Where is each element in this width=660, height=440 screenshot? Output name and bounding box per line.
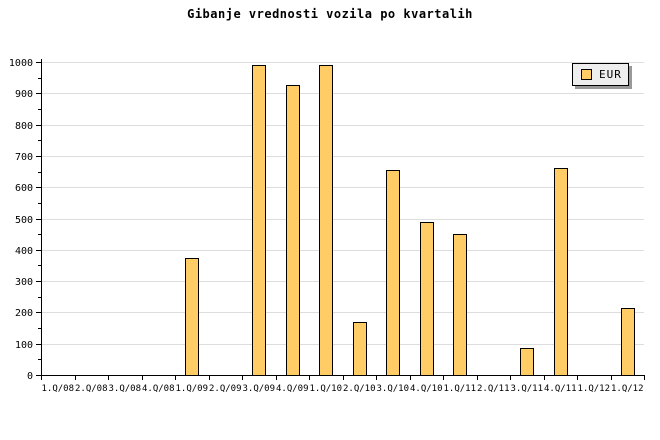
y-axis-tick-label: 300 (15, 277, 33, 288)
x-axis-tick-label: 3.Q/08 (108, 384, 141, 394)
x-axis-tick-label: 2.Q/09 (209, 384, 242, 394)
x-axis-tick-label: 3.Q/11 (510, 384, 543, 394)
y-axis-tick-label: 600 (15, 183, 33, 194)
x-axis-tick-label: 1.Q/12 (611, 384, 644, 394)
y-axis-tick-label: 0 (27, 371, 33, 382)
bar-3.Q/10 (386, 170, 400, 376)
x-axis-tick-label: 4.Q/10 (410, 384, 443, 394)
x-axis-tick-label: 1.Q/11 (443, 384, 476, 394)
x-axis-tick-label: 1.Q/10 (309, 384, 342, 394)
bar-3.Q/11 (520, 348, 534, 376)
y-axis-tick-label: 500 (15, 215, 33, 226)
y-axis-tick-label: 200 (15, 308, 33, 319)
x-axis-tick-label: 1.Q/09 (175, 384, 208, 394)
bar-1.Q/12 (621, 308, 635, 376)
x-axis-tick-label: 4.Q/09 (276, 384, 309, 394)
y-axis-tick-label: 1000 (9, 58, 33, 69)
bar-2.Q/10 (353, 322, 367, 376)
bar-3.Q/09 (252, 65, 266, 376)
y-axis-tick-label: 800 (15, 121, 33, 132)
bar-1.Q/10 (319, 65, 333, 376)
chart-title: Gibanje vrednosti vozila po kvartalih (187, 7, 473, 21)
y-axis-tick-label: 700 (15, 152, 33, 163)
legend-swatch-eur (581, 69, 592, 80)
x-axis-tick-label: 2.Q/11 (477, 384, 510, 394)
bar-1.Q/11 (453, 234, 467, 376)
x-axis-tick-label: 4.Q/11 (544, 384, 577, 394)
bar-4.Q/09 (286, 85, 300, 376)
y-axis-tick-label: 900 (15, 89, 33, 100)
x-axis-tick-label: 4.Q/08 (142, 384, 175, 394)
x-axis-tick-label: 2.Q/10 (343, 384, 376, 394)
x-axis-tick-label: 2.Q/08 (75, 384, 108, 394)
legend-box: EUR (572, 63, 629, 86)
x-axis-tick-label: 3.Q/10 (376, 384, 409, 394)
legend-label-eur: EUR (599, 68, 622, 81)
x-axis-tick-label: 3.Q/09 (242, 384, 275, 394)
x-axis-tick-label: 1.Q/12 (577, 384, 610, 394)
bar-1.Q/09 (185, 258, 199, 376)
x-axis-tick-label: 1.Q/08 (41, 384, 74, 394)
bar-4.Q/11 (554, 168, 568, 376)
bar-4.Q/10 (420, 222, 434, 376)
y-axis-tick-label: 100 (15, 340, 33, 351)
y-axis-tick-label: 400 (15, 246, 33, 257)
